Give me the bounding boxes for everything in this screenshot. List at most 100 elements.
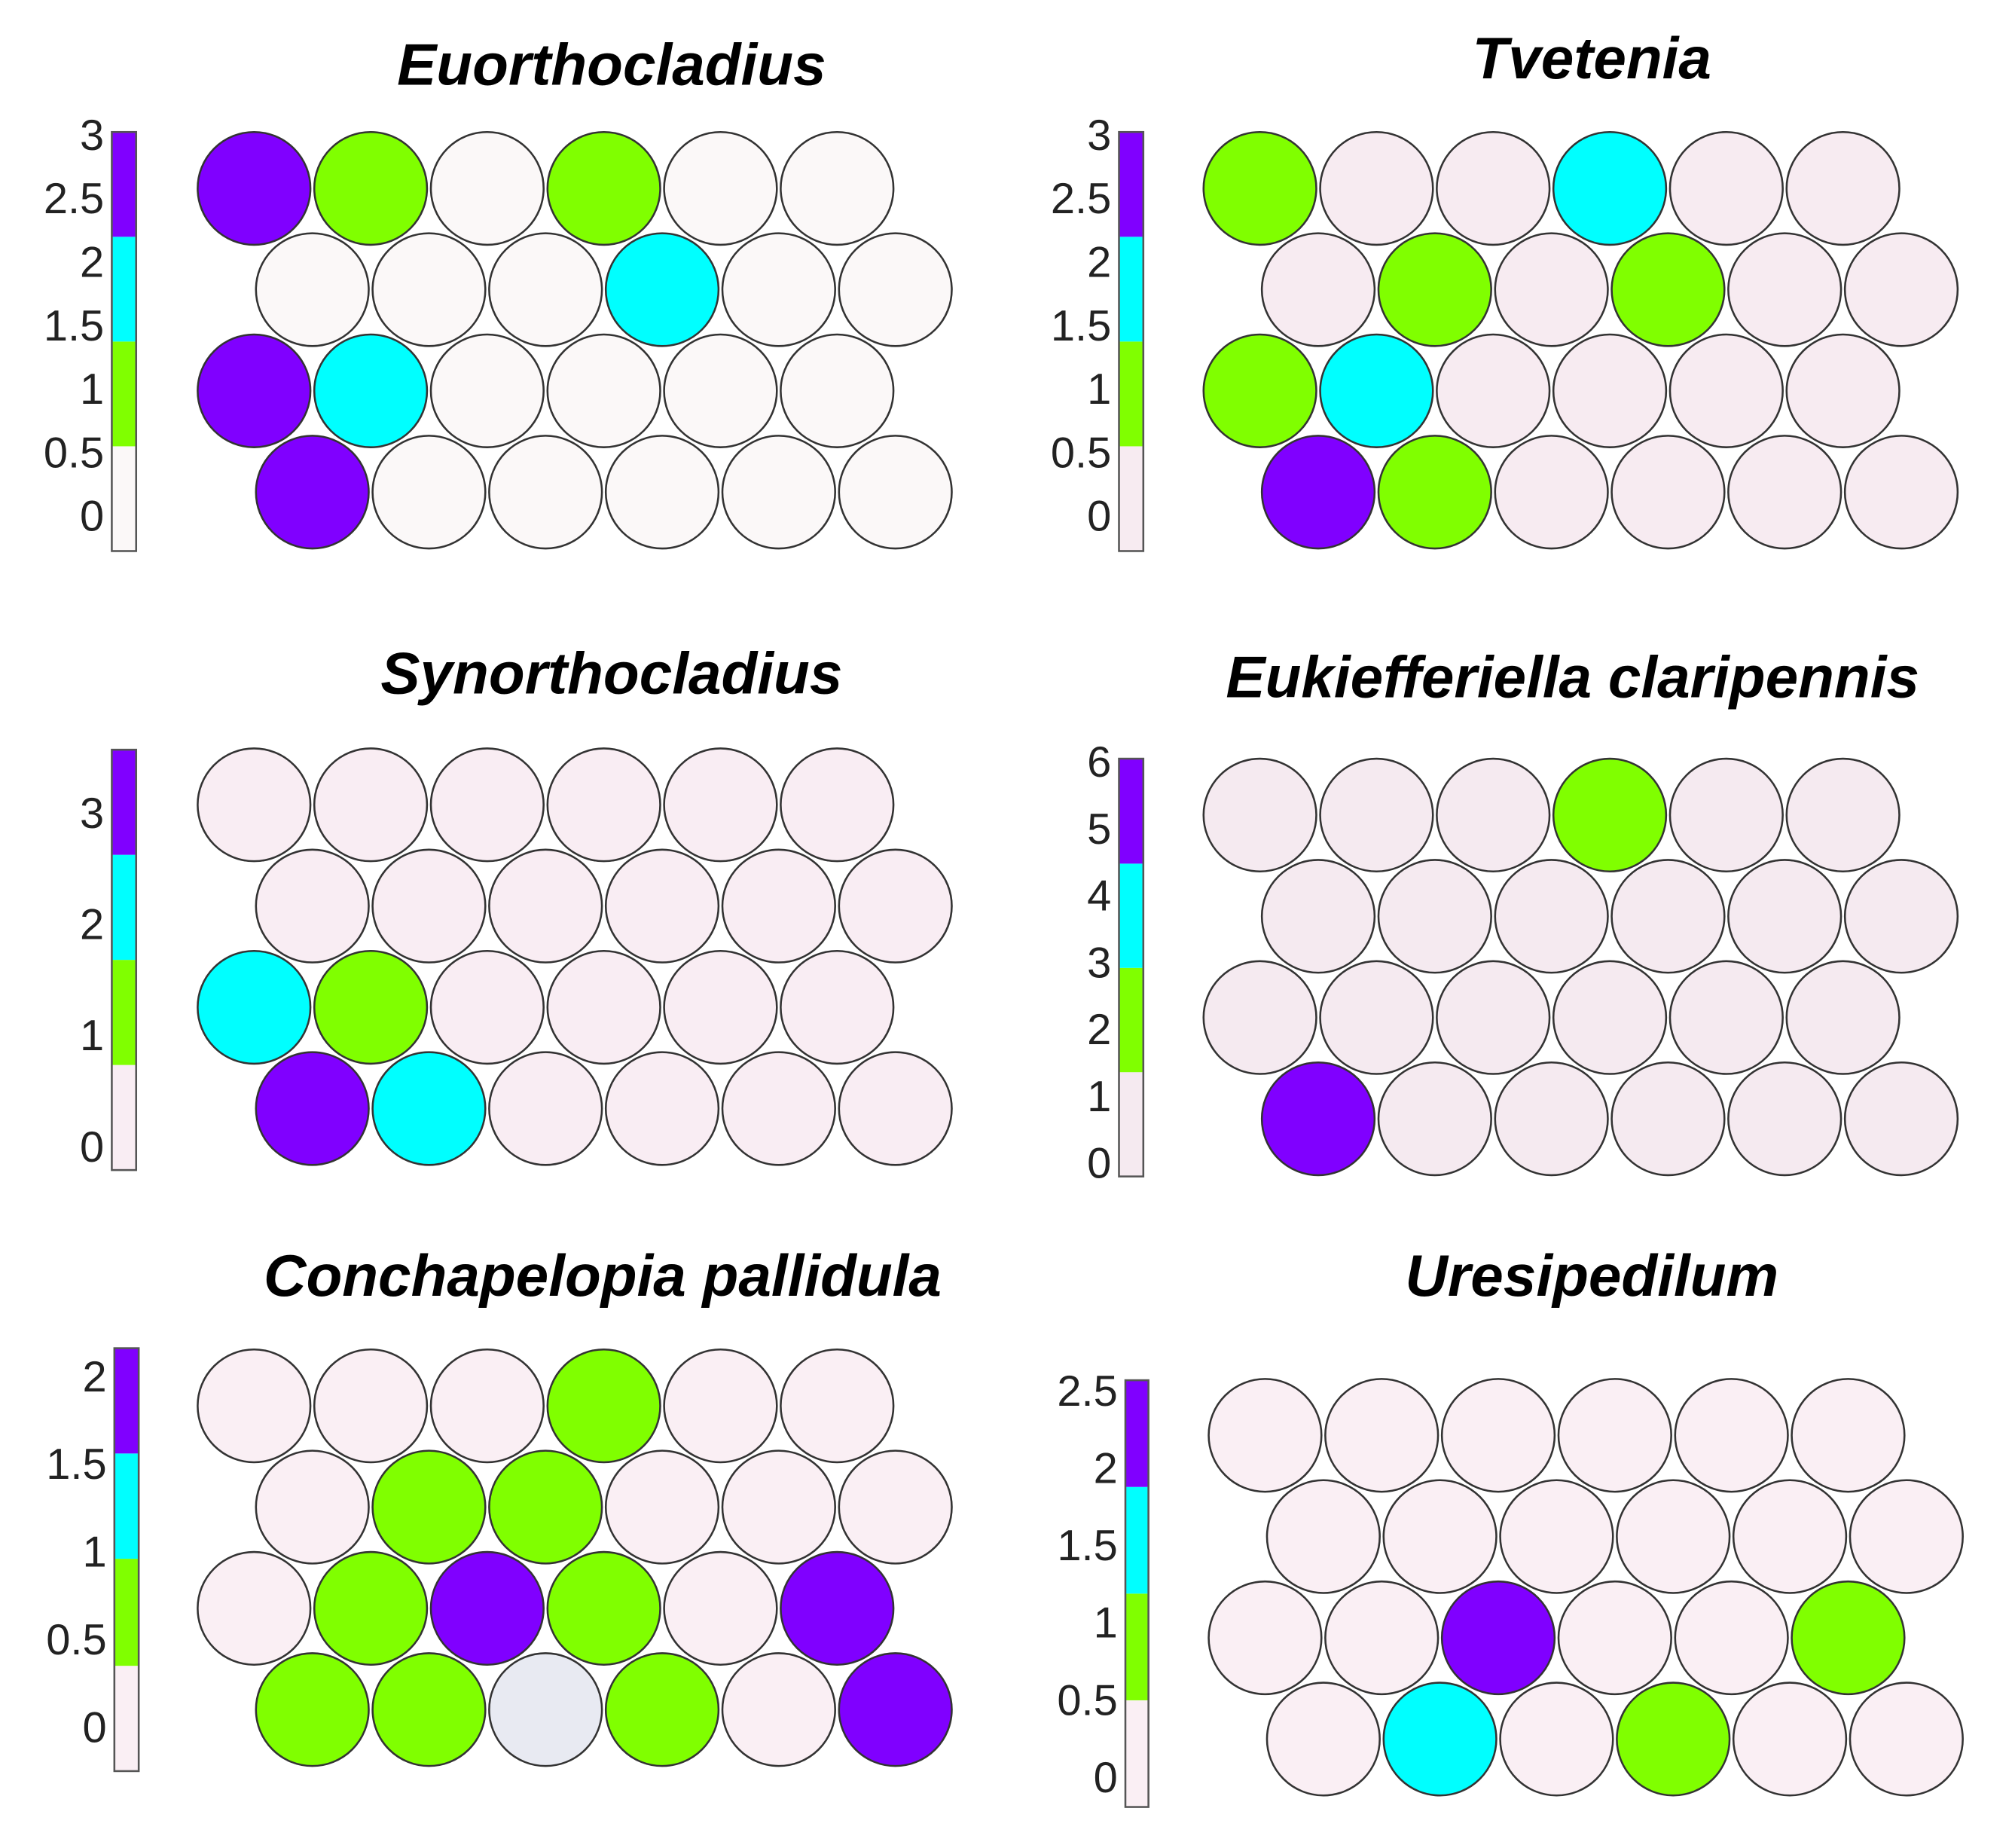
som-cell xyxy=(721,1051,836,1166)
colorbar-tick-label: 0 xyxy=(80,493,104,541)
som-cell xyxy=(429,1348,545,1464)
som-cell xyxy=(546,1550,661,1666)
som-cell xyxy=(197,333,312,448)
som-cell xyxy=(604,1449,720,1565)
som-cell xyxy=(663,747,778,863)
colorbar-tick-label: 3 xyxy=(80,111,104,160)
som-cell xyxy=(255,1652,370,1767)
colorbar-tick-label: 0.5 xyxy=(44,429,104,477)
colorbar-frame xyxy=(111,130,138,552)
colorbar-segment xyxy=(114,1348,139,1454)
som-cell xyxy=(1319,333,1434,448)
colorbar-segment xyxy=(114,1453,139,1559)
som-cell xyxy=(663,130,778,246)
som-cell xyxy=(604,1652,720,1767)
colorbar-segment xyxy=(1119,237,1143,342)
panel-title: Euorthocladius xyxy=(397,31,826,97)
som-cell xyxy=(1377,859,1492,974)
som-cell xyxy=(1202,757,1317,873)
som-cell xyxy=(1610,232,1726,347)
som-cell xyxy=(1319,757,1434,873)
colorbar-segment xyxy=(111,750,136,855)
som-cell xyxy=(546,1348,661,1464)
colorbar-tick-label: 1.5 xyxy=(46,1440,106,1489)
som-cell xyxy=(1727,1061,1843,1177)
som-cell xyxy=(1843,1061,1959,1177)
colorbar-tick-label: 0.5 xyxy=(46,1616,106,1664)
som-cell xyxy=(1727,435,1843,550)
som-cell xyxy=(313,1550,429,1666)
colorbar-tick-label: 6 xyxy=(1087,738,1111,787)
som-cell xyxy=(1843,232,1959,347)
som-cell xyxy=(1668,757,1784,873)
som-cell xyxy=(1843,435,1959,550)
som-cell xyxy=(1616,1479,1731,1594)
colorbar-segment xyxy=(1119,967,1143,1073)
som-cell xyxy=(1436,960,1551,1075)
colorbar-frame xyxy=(113,1347,140,1773)
colorbar-tick-label: 2.5 xyxy=(44,175,104,223)
som-cell xyxy=(1499,1479,1614,1594)
som-cell xyxy=(255,1051,370,1166)
colorbar-segment xyxy=(111,341,136,447)
som-cell xyxy=(1785,130,1901,246)
som-cell xyxy=(1319,130,1434,246)
colorbar-tick-label: 0.5 xyxy=(1057,1676,1117,1724)
som-cell xyxy=(1494,1061,1609,1177)
som-cell xyxy=(838,1652,953,1767)
colorbar-tick-label: 2 xyxy=(1087,238,1111,286)
colorbar-tick-label: 2.5 xyxy=(1057,1367,1117,1416)
som-cell xyxy=(838,1051,953,1166)
som-cell xyxy=(313,1348,429,1464)
som-cell xyxy=(197,747,312,863)
som-cell xyxy=(546,333,661,448)
colorbar-frame xyxy=(1118,130,1145,552)
som-cell xyxy=(780,130,895,246)
som-cell xyxy=(780,747,895,863)
som-cell xyxy=(1791,1378,1906,1493)
som-cell xyxy=(1674,1378,1789,1493)
som-cell xyxy=(1668,333,1784,448)
som-cell xyxy=(546,130,661,246)
som-cell xyxy=(1260,232,1376,347)
colorbar-frame xyxy=(111,748,138,1171)
som-cell xyxy=(721,1652,836,1767)
som-cell xyxy=(604,232,720,347)
som-cell xyxy=(838,848,953,964)
som-cell xyxy=(488,435,603,550)
som-cell xyxy=(1440,1378,1556,1493)
colorbar-segment xyxy=(1119,863,1143,968)
som-cell xyxy=(1557,1378,1672,1493)
colorbar-tick-label: 1.5 xyxy=(44,302,104,350)
som-cell xyxy=(488,1652,603,1767)
som-cell xyxy=(1436,757,1551,873)
colorbar-tick-label: 0 xyxy=(1087,1140,1111,1188)
som-cell xyxy=(546,747,661,863)
colorbar-tick-label: 2 xyxy=(1094,1444,1118,1492)
som-cell xyxy=(1207,1378,1323,1493)
som-cell xyxy=(838,1449,953,1565)
som-cell xyxy=(1849,1479,1964,1594)
som-cell xyxy=(371,848,487,964)
colorbar-segment xyxy=(111,237,136,342)
colorbar-tick-label: 0 xyxy=(82,1704,106,1752)
colorbar-segment xyxy=(1119,1072,1143,1177)
som-cell xyxy=(1377,1061,1492,1177)
colorbar-tick-label: 2 xyxy=(1087,1006,1111,1054)
som-cell xyxy=(721,232,836,347)
som-cell xyxy=(371,1652,487,1767)
som-cell xyxy=(1610,859,1726,974)
colorbar-segment xyxy=(1119,759,1143,864)
colorbar-tick-label: 1 xyxy=(80,365,104,414)
som-cell xyxy=(429,747,545,863)
colorbar-tick-label: 0.5 xyxy=(1051,429,1111,477)
som-cell xyxy=(429,333,545,448)
som-cell xyxy=(663,949,778,1065)
som-cell xyxy=(488,848,603,964)
som-cell xyxy=(546,949,661,1065)
som-cell xyxy=(1260,1061,1376,1177)
colorbar-segment xyxy=(1119,341,1143,447)
som-cell xyxy=(721,435,836,550)
som-cell xyxy=(197,949,312,1065)
som-cell xyxy=(1552,757,1668,873)
